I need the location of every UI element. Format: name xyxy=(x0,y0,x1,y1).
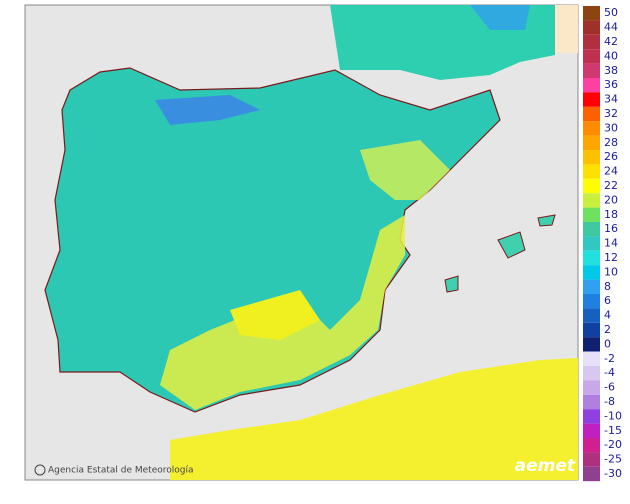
legend-label: -4 xyxy=(604,366,615,379)
legend-label: 18 xyxy=(604,208,618,221)
legend-swatch xyxy=(583,193,600,208)
legend-swatch xyxy=(583,164,600,179)
menorca xyxy=(537,214,556,227)
legend-swatch xyxy=(583,366,600,381)
legend-swatch xyxy=(583,250,600,266)
legend-swatch xyxy=(583,265,600,280)
legend-swatch xyxy=(583,380,600,395)
no-data-area xyxy=(555,5,578,53)
legend-label: 24 xyxy=(604,165,618,178)
legend-label: -10 xyxy=(604,409,622,422)
legend-swatch xyxy=(583,222,600,237)
legend-label: -20 xyxy=(604,438,622,451)
legend-label: 38 xyxy=(604,64,618,77)
guadalquivir-warm xyxy=(230,290,320,340)
legend-swatch xyxy=(583,438,600,453)
legend-label: 4 xyxy=(604,309,611,322)
legend-swatch xyxy=(583,150,600,165)
legend-label: 22 xyxy=(604,179,618,192)
ebro-warm xyxy=(360,140,450,200)
legend-swatch xyxy=(583,106,600,122)
legend-swatch xyxy=(583,178,600,194)
legend-label: -25 xyxy=(604,453,622,466)
copyright-icon xyxy=(34,464,46,476)
legend-swatch xyxy=(583,135,600,150)
logo: aemet xyxy=(515,456,576,476)
credit: Agencia Estatal de Meteorología xyxy=(48,466,194,476)
legend-label: 36 xyxy=(604,78,618,91)
legend-label: -30 xyxy=(604,467,622,480)
legend-label: 2 xyxy=(604,323,611,336)
legend-swatch xyxy=(583,92,600,107)
legend-swatch xyxy=(583,308,600,323)
legend-label: 0 xyxy=(604,337,611,350)
legend-swatch xyxy=(583,6,600,21)
legend-label: -6 xyxy=(604,381,615,394)
cantabrian-cold xyxy=(155,95,260,125)
legend-label: 40 xyxy=(604,49,618,62)
legend-swatch xyxy=(583,337,600,352)
legend-swatch xyxy=(583,236,600,251)
legend: 5044424038363432302826242220181614121086… xyxy=(34,6,622,482)
legend-swatch xyxy=(583,207,600,222)
legend-label: -15 xyxy=(604,424,622,437)
legend-swatch xyxy=(583,20,600,35)
legend-label: -8 xyxy=(604,395,615,408)
ibiza xyxy=(444,275,459,293)
legend-label: 28 xyxy=(604,136,618,149)
legend-swatch xyxy=(583,351,600,366)
africa xyxy=(170,358,578,480)
legend-label: 16 xyxy=(604,222,618,235)
legend-swatch xyxy=(583,49,600,64)
legend-label: 8 xyxy=(604,280,611,293)
legend-label: 30 xyxy=(604,121,618,134)
legend-swatch xyxy=(583,63,600,78)
legend-label: 6 xyxy=(604,294,611,307)
legend-swatch xyxy=(583,394,600,410)
legend-swatch xyxy=(583,78,600,93)
legend-swatch xyxy=(583,409,600,424)
legend-label: 14 xyxy=(604,237,618,250)
legend-swatch xyxy=(583,452,600,467)
legend-swatch xyxy=(583,121,600,136)
legend-swatch xyxy=(583,294,600,309)
legend-swatch xyxy=(583,466,600,482)
legend-label: 12 xyxy=(604,251,618,264)
legend-swatch xyxy=(583,34,600,50)
legend-label: 42 xyxy=(604,35,618,48)
legend-label: 50 xyxy=(604,6,618,19)
pyrenees-cold xyxy=(470,5,530,30)
legend-label: 32 xyxy=(604,107,618,120)
legend-label: 20 xyxy=(604,193,618,206)
legend-swatch xyxy=(583,279,600,294)
legend-label: 10 xyxy=(604,265,618,278)
mallorca xyxy=(497,231,526,259)
legend-label: -2 xyxy=(604,352,615,365)
legend-swatch xyxy=(583,322,600,338)
map: Agencia Estatal de Meteorología aemet xyxy=(24,4,579,481)
legend-label: 34 xyxy=(604,93,618,106)
legend-label: 44 xyxy=(604,21,618,34)
legend-swatch xyxy=(583,423,600,438)
legend-label: 26 xyxy=(604,150,618,163)
